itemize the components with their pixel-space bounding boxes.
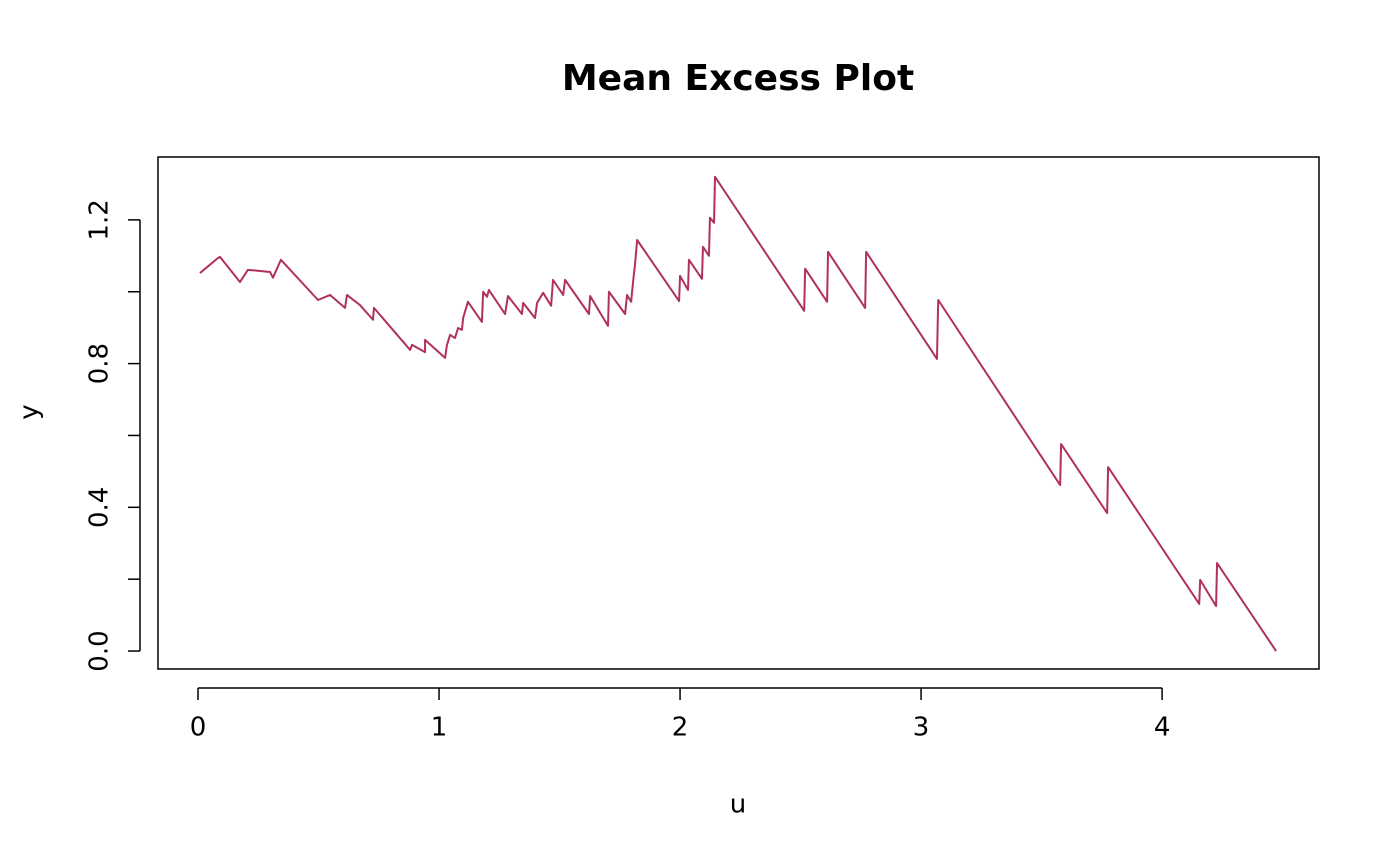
x-tick-label: 3 xyxy=(913,713,930,743)
chart-title: Mean Excess Plot xyxy=(562,58,914,99)
y-tick-label: 1.2 xyxy=(85,199,115,240)
x-tick-label: 1 xyxy=(431,713,448,743)
x-tick-label: 0 xyxy=(190,713,207,743)
y-tick-label: 0.0 xyxy=(85,630,115,671)
y-axis-label: y xyxy=(15,404,45,419)
data-line xyxy=(199,175,1277,652)
x-axis-label: u xyxy=(730,790,746,820)
x-tick-label: 4 xyxy=(1154,713,1171,743)
y-tick-label: 0.8 xyxy=(85,343,115,384)
x-tick-label: 2 xyxy=(672,713,689,743)
plot-frame xyxy=(157,156,1320,670)
y-tick-label: 0.4 xyxy=(85,487,115,528)
